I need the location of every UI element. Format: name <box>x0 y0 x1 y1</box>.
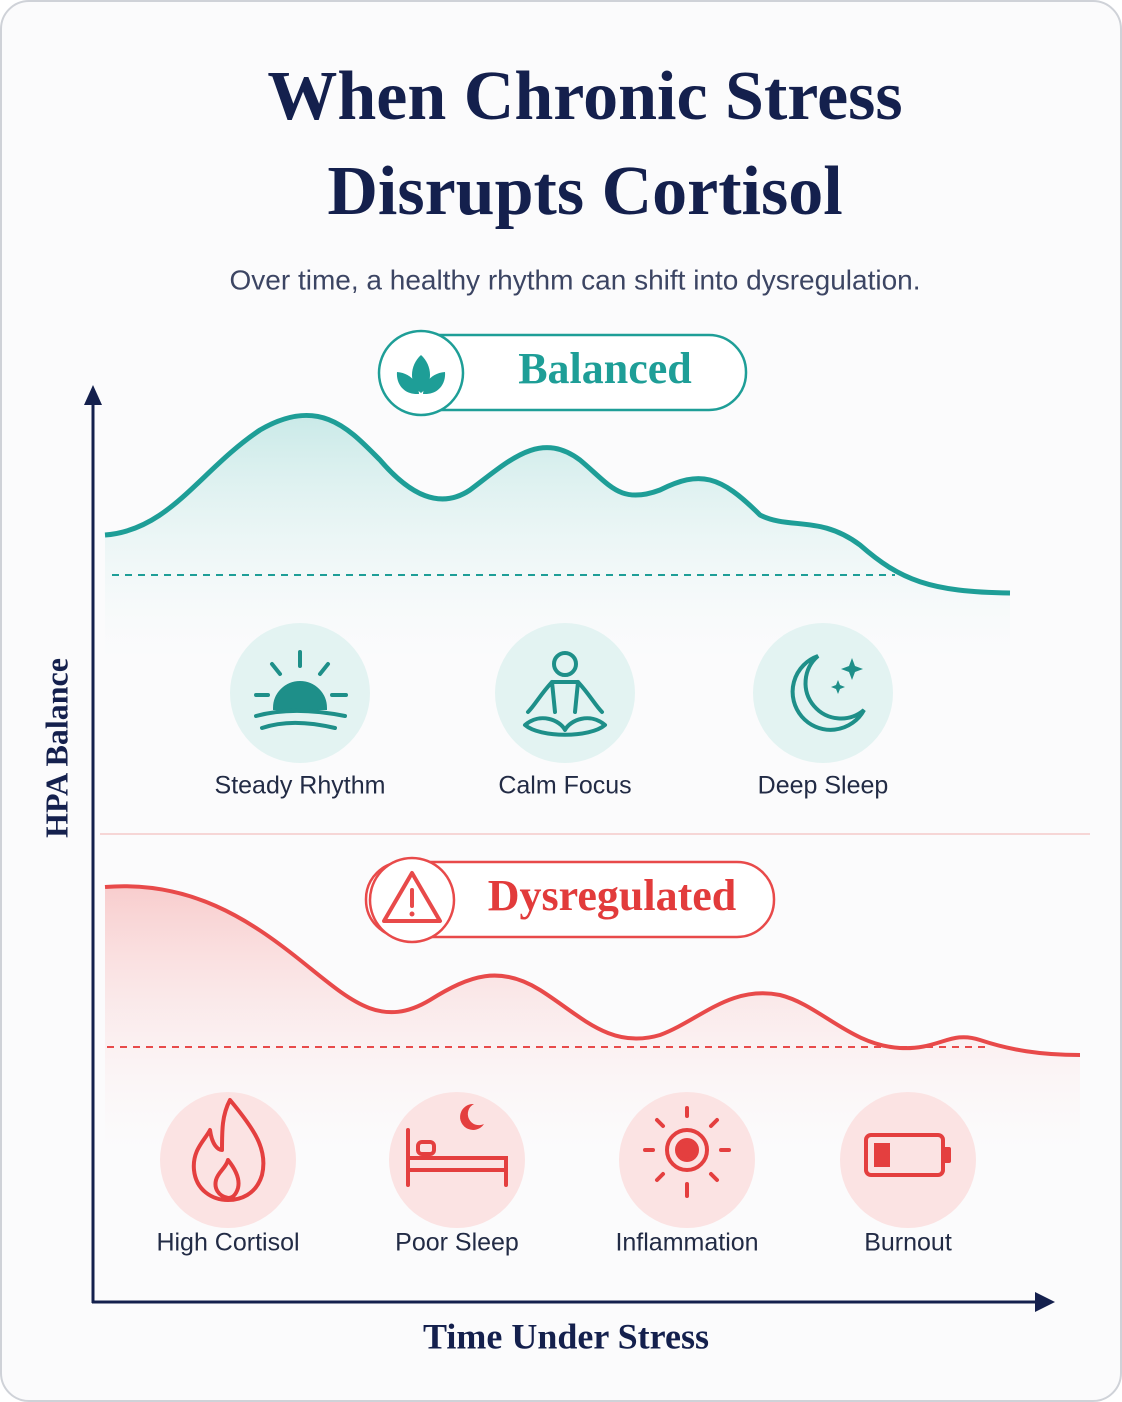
item-label: Deep Sleep <box>758 772 889 800</box>
title-line: When Chronic Stress <box>267 58 902 135</box>
warning-icon <box>382 871 442 923</box>
meditation-icon <box>523 651 607 737</box>
y-axis-label: HPA Balance <box>38 658 74 838</box>
item-label: Calm Focus <box>498 772 631 800</box>
dysregulated-curve <box>104 884 1081 1057</box>
battery-icon <box>864 1133 951 1177</box>
dysregulated-area <box>105 886 1080 1150</box>
sun-icon <box>254 650 348 730</box>
balanced-curve <box>104 412 1011 596</box>
item-label: Steady Rhythm <box>215 772 386 800</box>
x-axis-label: Time Under Stress <box>423 1316 709 1356</box>
bed-icon <box>406 1103 508 1187</box>
item-label: Burnout <box>864 1229 952 1257</box>
icon-circle <box>840 1092 976 1228</box>
moon-icon <box>790 654 866 732</box>
icon-circle <box>495 623 635 763</box>
item-label: Inflammation <box>615 1229 758 1257</box>
title-line: Disrupts Cortisol <box>327 153 842 230</box>
x-axis-arrow <box>1035 1292 1055 1312</box>
icon-circle <box>753 623 893 763</box>
y-axis-arrow <box>84 385 102 405</box>
inflammation-icon <box>643 1106 731 1198</box>
item-label: Poor Sleep <box>395 1229 519 1257</box>
leaf-icon <box>396 355 446 395</box>
item-label: High Cortisol <box>156 1229 299 1257</box>
balanced-area <box>105 415 1010 660</box>
subtitle: Over time, a healthy rhythm can shift in… <box>230 264 921 295</box>
section-label: Balanced <box>518 344 692 393</box>
section-label: Dysregulated <box>488 871 737 920</box>
fire-icon <box>191 1098 266 1202</box>
section-pill <box>364 860 776 939</box>
